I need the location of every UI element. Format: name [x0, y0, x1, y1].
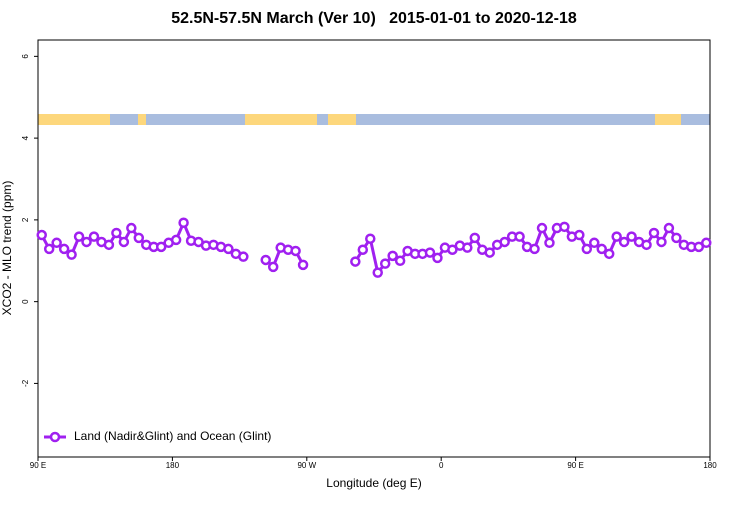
- point: [656, 236, 667, 248]
- point: [499, 236, 510, 248]
- point: [155, 241, 167, 253]
- point: [260, 254, 271, 266]
- point: [357, 244, 369, 255]
- point: [693, 241, 705, 253]
- x-tick-label: 180: [703, 461, 717, 470]
- point: [170, 234, 182, 246]
- y-tick-label: 2: [21, 217, 30, 222]
- land: [138, 114, 146, 125]
- point: [559, 221, 570, 233]
- y-tick-label: 0: [21, 299, 30, 304]
- chart-title: 52.5N-57.5N March (Ver 10) 2015-01-01 to…: [171, 10, 577, 27]
- land: [245, 114, 317, 125]
- y-tick-label: -2: [21, 379, 30, 387]
- legend-item: Land (Nadir&Glint) and Ocean (Glint): [44, 429, 271, 443]
- land: [38, 114, 110, 125]
- point: [66, 249, 77, 260]
- point: [529, 243, 540, 255]
- point: [81, 236, 92, 248]
- point: [43, 243, 55, 255]
- point: [350, 256, 361, 267]
- x-axis-label: Longitude (deg E): [326, 476, 421, 490]
- land-ocean-strip: [38, 114, 710, 125]
- point: [589, 237, 600, 249]
- point: [223, 243, 234, 255]
- x-tick-label: 90 E: [567, 461, 583, 470]
- land: [328, 114, 356, 125]
- point: [603, 248, 615, 260]
- point: [51, 237, 62, 249]
- legend-label: Land (Nadir&Glint) and Ocean (Glint): [74, 429, 271, 443]
- point: [297, 259, 309, 271]
- point: [611, 231, 622, 242]
- point: [536, 222, 548, 234]
- point: [379, 258, 391, 269]
- point: [484, 247, 495, 258]
- point: [432, 252, 443, 264]
- point: [596, 243, 607, 255]
- point: [365, 233, 376, 244]
- point: [290, 245, 301, 257]
- ocean: [38, 114, 710, 125]
- point: [73, 231, 85, 242]
- point: [36, 229, 47, 241]
- point: [626, 231, 637, 242]
- point: [133, 232, 145, 244]
- point: [178, 217, 189, 228]
- point: [103, 239, 115, 251]
- legend-swatch-marker: [49, 431, 61, 443]
- point: [238, 251, 249, 262]
- point: [641, 239, 652, 251]
- point: [462, 242, 473, 253]
- point: [58, 243, 70, 255]
- y-tick-label: 6: [21, 54, 30, 59]
- point: [618, 236, 630, 248]
- plot-frame: [37, 39, 711, 458]
- point: [469, 232, 481, 244]
- point: [663, 222, 675, 234]
- x-tick-label: 90 E: [30, 461, 46, 470]
- x-tick-label: 180: [166, 461, 180, 470]
- x-tick-label: 90 W: [297, 461, 316, 470]
- y-tick-label: 4: [21, 135, 30, 140]
- land: [655, 114, 681, 125]
- point: [701, 237, 712, 249]
- point: [671, 232, 682, 244]
- point: [372, 267, 383, 278]
- point: [88, 231, 100, 242]
- point: [126, 222, 137, 234]
- point: [544, 237, 555, 249]
- point: [267, 261, 279, 273]
- point: [387, 250, 398, 262]
- point: [648, 227, 660, 239]
- point: [514, 231, 525, 242]
- point: [581, 243, 593, 255]
- point: [118, 236, 130, 248]
- point: [394, 255, 406, 267]
- y-axis-label: XCO2 - MLO trend (ppm): [0, 181, 14, 316]
- point: [447, 244, 458, 255]
- point: [111, 227, 122, 239]
- point: [424, 247, 436, 258]
- x-tick-label: 0: [439, 461, 444, 470]
- point: [574, 229, 585, 241]
